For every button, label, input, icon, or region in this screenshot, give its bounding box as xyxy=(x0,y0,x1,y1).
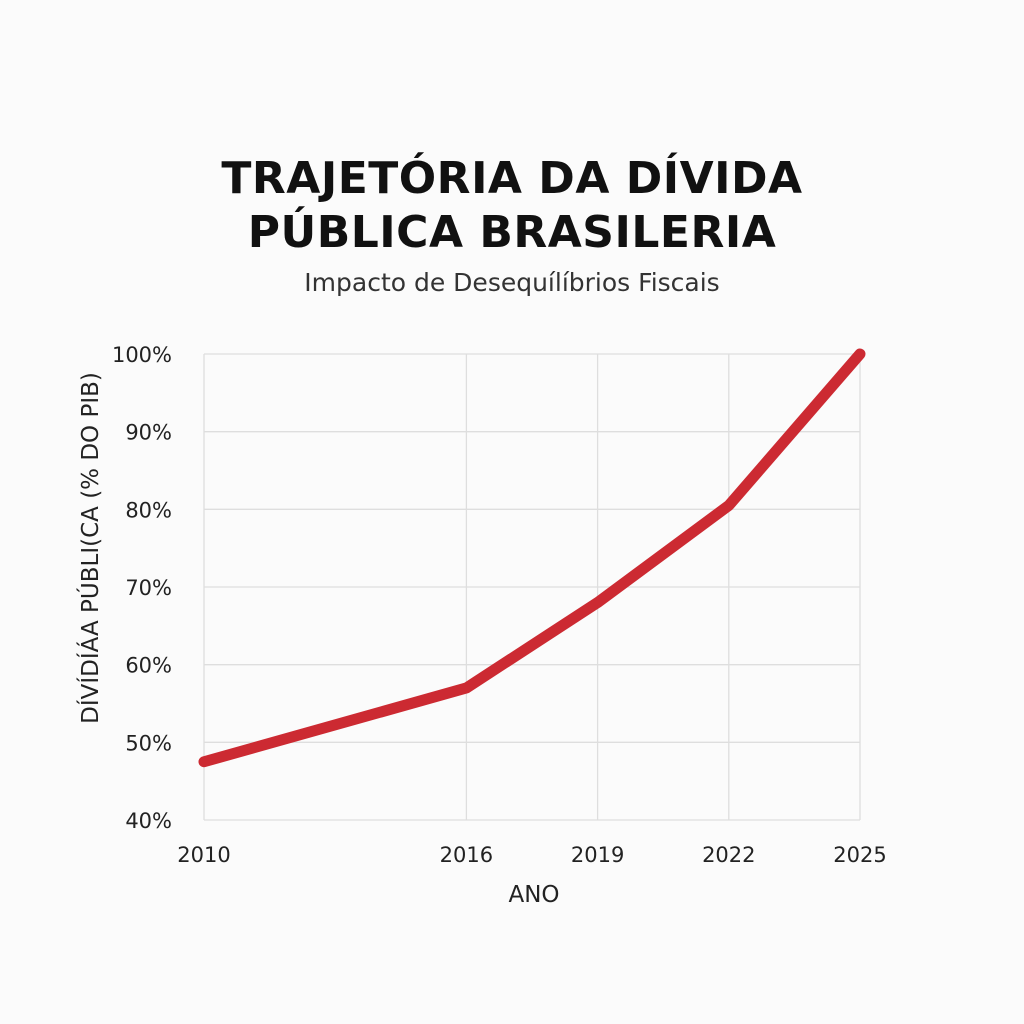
x-tick-label: 2016 xyxy=(440,843,493,867)
y-tick-label: 70% xyxy=(125,576,172,600)
y-tick-label: 40% xyxy=(125,809,172,833)
chart-title-line-2: PÚBLICA BRASILERIA xyxy=(247,207,777,258)
series-group xyxy=(198,348,866,768)
chart-title-line-1: TRAJETÓRIA DA DÍVIDA xyxy=(221,153,803,204)
series-line xyxy=(198,348,866,768)
y-tick-label: 60% xyxy=(125,654,172,678)
y-axis-label: DÍVÍDÍÁA PÚBLI(CA (% DO PIB) xyxy=(76,372,104,724)
x-axis-label: ANO xyxy=(508,882,559,908)
y-tick-label: 90% xyxy=(125,421,172,445)
chart-title: TRAJETÓRIA DA DÍVIDA PÚBLICA BRASILERIA xyxy=(0,152,1024,260)
y-tick-label: 50% xyxy=(125,731,172,755)
grid-lines xyxy=(203,353,861,821)
x-tick-label: 2022 xyxy=(702,843,755,867)
x-axis-ticks: 2010 2016 2019 2022 2025 xyxy=(177,843,886,867)
x-tick-label: 2010 xyxy=(177,843,230,867)
chart-subtitle: Impacto de Desequílíbrios Fiscais xyxy=(304,268,720,297)
y-tick-label: 100% xyxy=(112,343,172,367)
x-tick-label: 2019 xyxy=(571,843,624,867)
x-tick-label: 2025 xyxy=(833,843,886,867)
y-axis-ticks: 100% 90% 80% 70% 60% 50% 40% xyxy=(112,343,172,833)
y-tick-label: 80% xyxy=(125,498,172,522)
